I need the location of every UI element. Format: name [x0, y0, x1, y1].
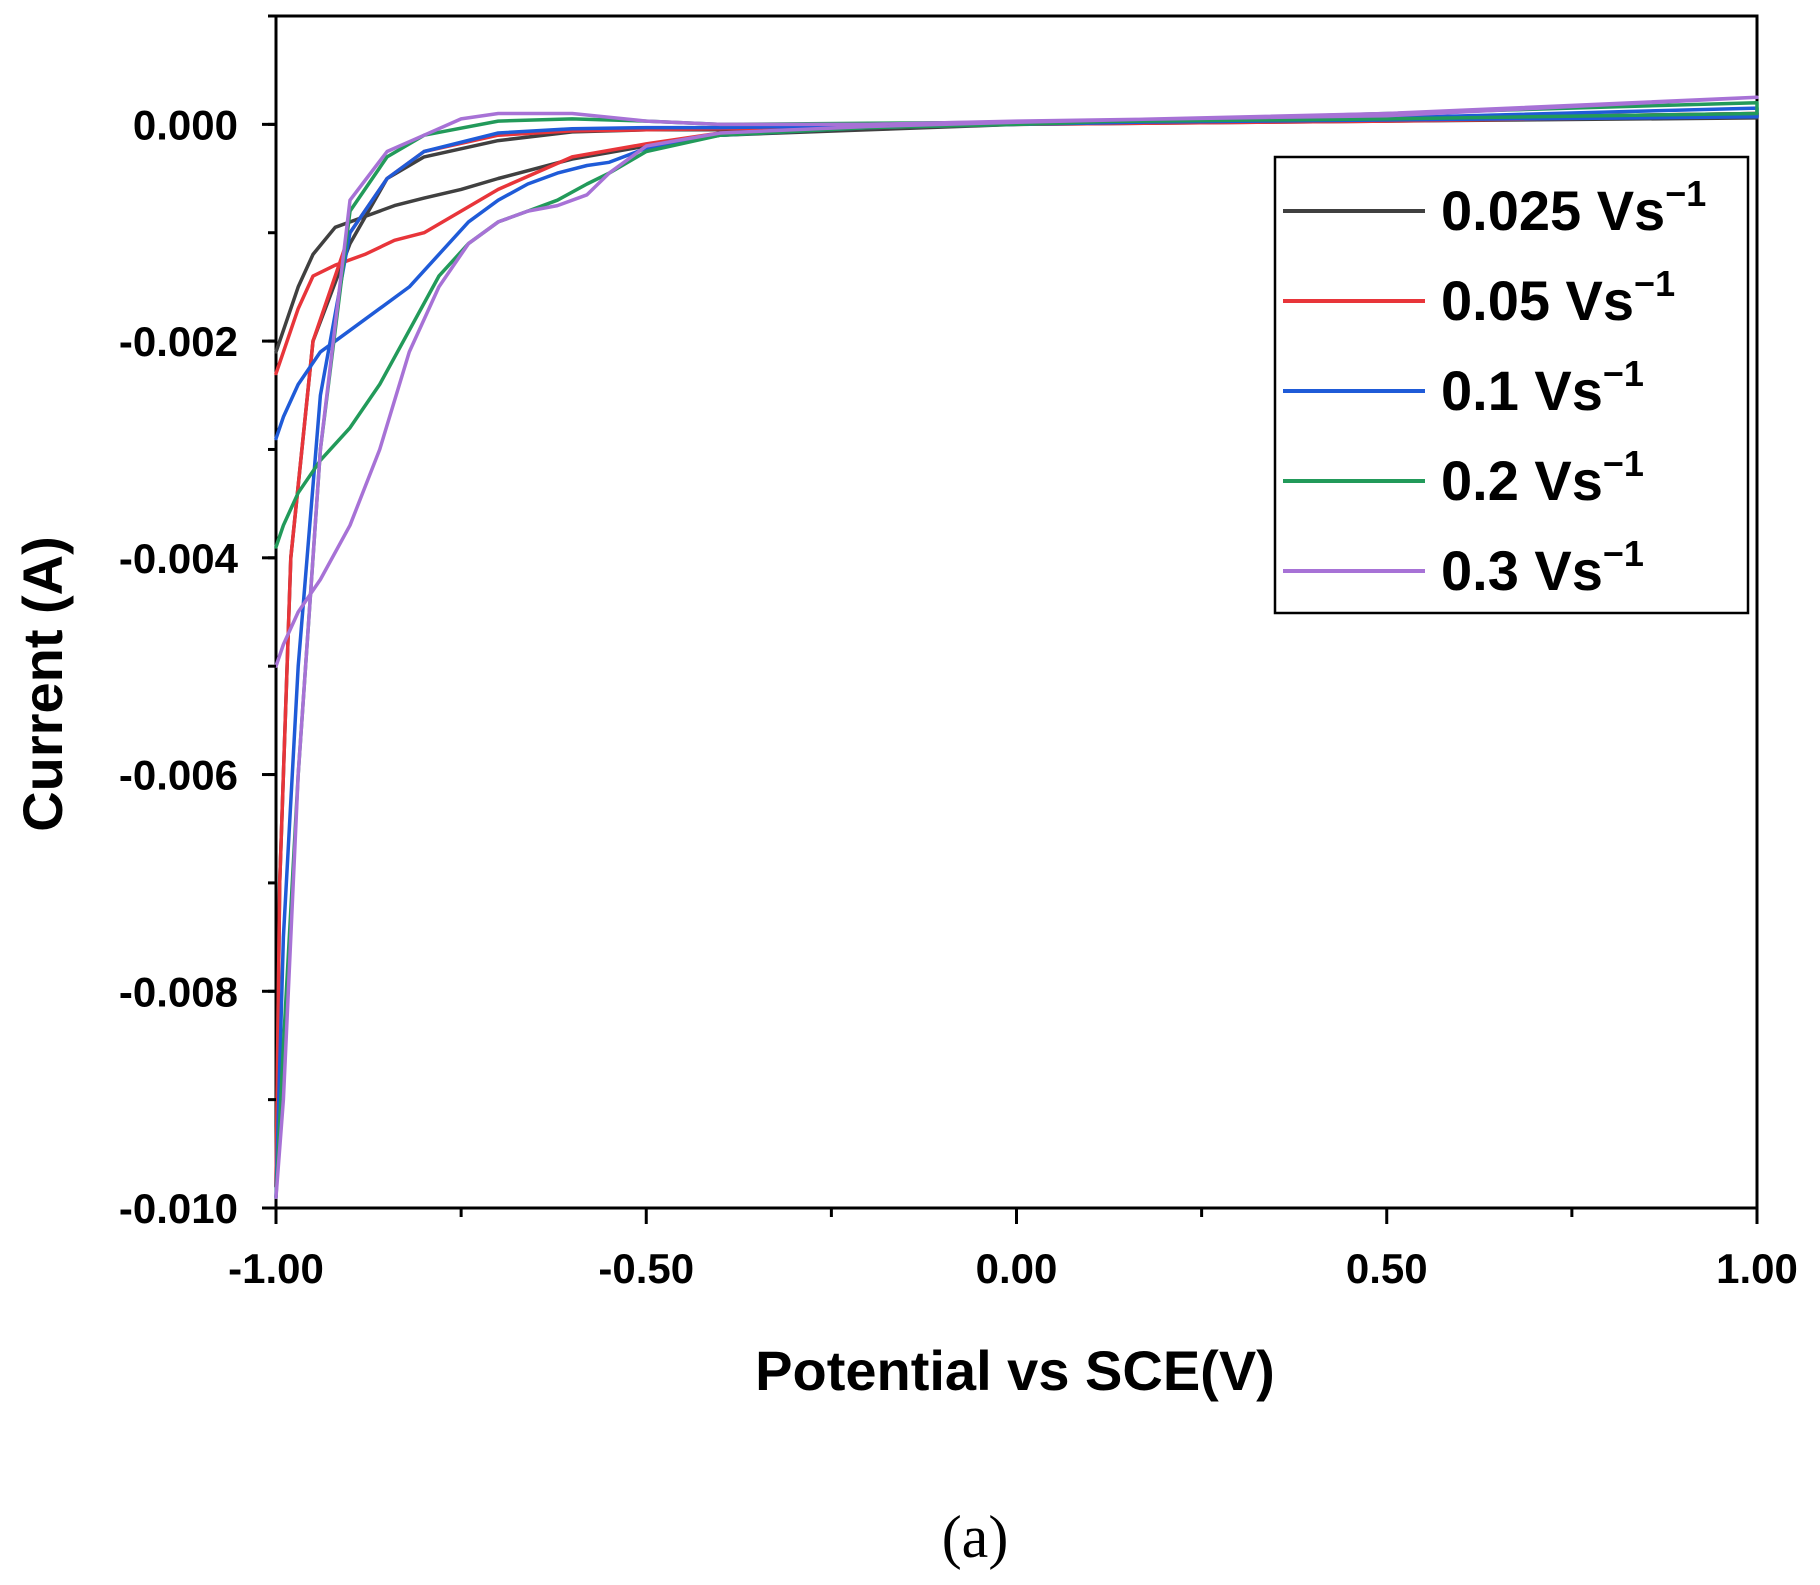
x-axis-title: Potential vs SCE(V) — [755, 1339, 1275, 1402]
legend: 0.025 Vs−10.05 Vs−10.1 Vs−10.2 Vs−10.3 V… — [1273, 155, 1750, 615]
y-axis-title: Current (A) — [11, 536, 74, 832]
x-tick-label: 0.50 — [1346, 1245, 1428, 1292]
x-tick-label: 0.00 — [976, 1245, 1058, 1292]
y-tick-label: -0.004 — [119, 535, 239, 582]
legend-label-superscript: −1 — [1665, 173, 1706, 214]
legend-label-superscript: −1 — [1603, 533, 1644, 574]
legend-label-superscript: −1 — [1603, 443, 1644, 484]
legend-box — [1273, 155, 1750, 615]
x-tick-label: -1.00 — [228, 1245, 324, 1292]
y-tick-label: 0.000 — [133, 101, 238, 148]
y-axis-ticks: 0.000 -0.002 -0.004 -0.006 -0.008 -0.010 — [119, 14, 276, 1232]
x-tick-label: -0.50 — [598, 1245, 694, 1292]
legend-label-superscript: −1 — [1634, 263, 1675, 304]
figure-caption: (a) — [942, 1504, 1009, 1570]
y-tick-label: -0.002 — [119, 318, 238, 365]
y-tick-label: -0.010 — [119, 1185, 238, 1232]
y-tick-label: -0.006 — [119, 752, 238, 799]
legend-label: 0.05 Vs−1 — [1441, 263, 1675, 332]
x-axis-ticks: -1.00 -0.50 0.00 0.50 1.00 — [228, 1208, 1798, 1292]
y-tick-label: -0.008 — [119, 968, 238, 1015]
legend-label: 0.025 Vs−1 — [1441, 173, 1706, 242]
x-tick-label: 1.00 — [1716, 1245, 1798, 1292]
legend-label: 0.2 Vs−1 — [1441, 443, 1644, 512]
series-line-5 — [274, 95, 1759, 1199]
legend-label-superscript: −1 — [1603, 353, 1644, 394]
series-group — [274, 95, 1759, 1199]
